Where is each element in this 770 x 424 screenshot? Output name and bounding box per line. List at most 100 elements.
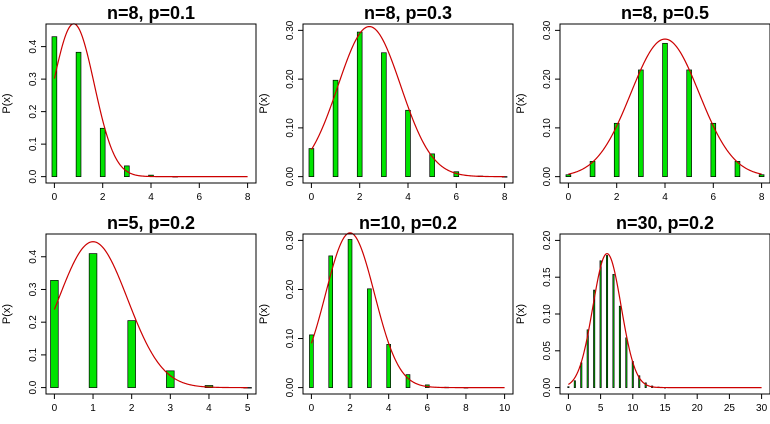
x-tick-label: 4 <box>386 403 392 414</box>
bar-x-0 <box>51 36 58 177</box>
x-tick-label: 10 <box>499 403 511 414</box>
x-tick-label: 0 <box>566 403 572 414</box>
x-tick-label: 10 <box>627 403 639 414</box>
x-tick-label: 8 <box>463 403 469 414</box>
y-tick-label: 0.20 <box>285 69 296 89</box>
bar-x-2 <box>613 122 620 177</box>
x-tick-label: 6 <box>454 192 460 203</box>
x-tick-label: 2 <box>129 403 135 414</box>
plot-frame <box>45 23 257 184</box>
y-axis-label: P(x) <box>1 304 13 324</box>
y-tick-label: 0.15 <box>542 267 553 287</box>
plot-frame <box>302 233 514 395</box>
bar-x-5 <box>429 153 435 177</box>
chart-panel-1: n=8, p=0.1 P(x) 0.0 0.1 0.2 0.3 0.4 0 2 4 6 8 <box>1 3 257 203</box>
bar-x-3 <box>381 52 387 177</box>
bar-x-1 <box>88 253 98 388</box>
y-tick-label: 0.20 <box>542 69 553 89</box>
y-axis-label: P(x) <box>258 93 270 113</box>
bar-x-0 <box>565 174 572 177</box>
x-tick-label: 15 <box>659 403 671 414</box>
chart-title: n=8, p=0.1 <box>107 3 195 23</box>
normal-curve <box>310 232 505 389</box>
chart-title: n=10, p=0.2 <box>359 213 457 233</box>
x-tick-label: 30 <box>756 403 768 414</box>
chart-title: n=8, p=0.3 <box>364 3 452 23</box>
y-tick-label: 0.1 <box>28 137 39 151</box>
chart-panel-2: n=8, p=0.3 P(x) 0.00 0.10 0.20 0.30 0 2 4 6 8 <box>258 3 514 203</box>
bar-x-5 <box>599 260 602 388</box>
bar-x-2 <box>580 362 583 388</box>
bar-x-0 <box>309 334 314 388</box>
y-axis-label: P(x) <box>1 93 13 113</box>
y-tick-label: 0.2 <box>28 315 39 329</box>
chart-title: n=8, p=0.5 <box>621 3 709 23</box>
y-tick-label: 0.05 <box>542 341 553 361</box>
x-tick-label: 2 <box>614 192 620 203</box>
bar-x-3 <box>638 69 644 177</box>
y-tick-label: 0.20 <box>285 279 296 299</box>
y-tick-label: 0.10 <box>542 118 553 138</box>
bar-x-2 <box>356 31 363 177</box>
y-tick-label: 0.30 <box>542 20 553 40</box>
x-tick-label: 0 <box>52 403 58 414</box>
plot-frame <box>302 23 514 184</box>
bar-x-4 <box>405 109 411 177</box>
x-tick-label: 0 <box>309 192 315 203</box>
y-tick-label: 0.0 <box>28 380 39 394</box>
bar-x-5 <box>405 374 411 388</box>
plot-frame <box>45 233 257 395</box>
x-tick-label: 1 <box>90 403 96 414</box>
y-tick-label: 0.00 <box>285 166 296 186</box>
x-tick-label: 2 <box>357 192 363 203</box>
y-tick-label: 0.00 <box>542 166 553 186</box>
plot-frame <box>559 23 770 184</box>
chart-panel-3: n=8, p=0.5 P(x) 0.00 0.10 0.20 0.30 0 2 4 6 8 <box>515 3 770 203</box>
chart-panel-5: n=10, p=0.2 P(x) 0.00 0.10 0.20 0.30 0 2 4 6 8 10 <box>258 213 514 414</box>
bar-x-7 <box>612 274 615 388</box>
bar-x-0 <box>567 386 570 388</box>
y-tick-label: 0.30 <box>285 230 296 250</box>
x-tick-label: 3 <box>168 403 174 414</box>
bar-x-2 <box>347 239 353 388</box>
x-tick-label: 0 <box>309 403 315 414</box>
bar-x-5 <box>686 69 692 177</box>
bar-x-9 <box>625 337 628 388</box>
bar-x-3 <box>586 329 589 388</box>
x-tick-label: 8 <box>245 192 251 203</box>
bar-x-4 <box>386 344 391 388</box>
x-tick-label: 8 <box>759 192 765 203</box>
bar-x-11 <box>638 375 641 388</box>
x-tick-label: 0 <box>52 192 58 203</box>
y-axis-label: P(x) <box>258 304 270 324</box>
bar-x-2 <box>127 320 136 388</box>
bar-x-4 <box>593 289 596 388</box>
bar-x-8 <box>618 305 621 388</box>
bar-x-0 <box>50 280 59 388</box>
y-tick-label: 0.00 <box>542 377 553 397</box>
bar-x-1 <box>573 380 576 388</box>
x-tick-label: 6 <box>425 403 431 414</box>
normal-curve <box>568 252 762 389</box>
normal-curve <box>53 241 248 389</box>
y-tick-label: 0.0 <box>28 169 39 183</box>
y-axis-label: P(x) <box>515 93 527 113</box>
x-tick-label: 4 <box>148 192 154 203</box>
bar-x-6 <box>710 122 717 177</box>
y-tick-label: 0.00 <box>285 377 296 397</box>
plot-frame <box>559 233 770 395</box>
y-tick-label: 0.4 <box>28 39 39 53</box>
bar-x-6 <box>606 255 609 388</box>
x-tick-label: 4 <box>206 403 212 414</box>
chart-panel-4: n=5, p=0.2 P(x) 0.0 0.1 0.2 0.3 0.4 0 1 2 3 4 5 <box>1 213 257 414</box>
chart-title: n=5, p=0.2 <box>107 213 195 233</box>
y-tick-label: 0.1 <box>28 348 39 362</box>
x-tick-label: 5 <box>598 403 604 414</box>
normal-curve <box>53 23 248 178</box>
y-tick-label: 0.4 <box>28 249 39 263</box>
bar-x-3 <box>166 370 175 388</box>
bar-x-3 <box>367 288 372 388</box>
y-tick-label: 0.2 <box>28 104 39 118</box>
y-tick-label: 0.3 <box>28 72 39 86</box>
